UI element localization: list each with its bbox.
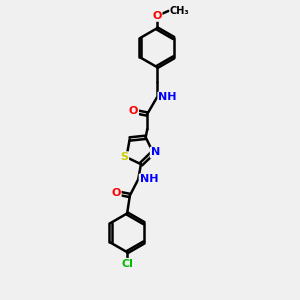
Text: S: S	[120, 152, 128, 162]
Text: NH: NH	[158, 92, 177, 103]
Text: Cl: Cl	[121, 259, 133, 269]
Text: N: N	[151, 148, 160, 158]
Text: O: O	[111, 188, 121, 198]
Text: NH: NH	[140, 174, 158, 184]
Text: CH₃: CH₃	[170, 6, 190, 16]
Text: O: O	[129, 106, 138, 116]
Text: O: O	[152, 11, 162, 21]
